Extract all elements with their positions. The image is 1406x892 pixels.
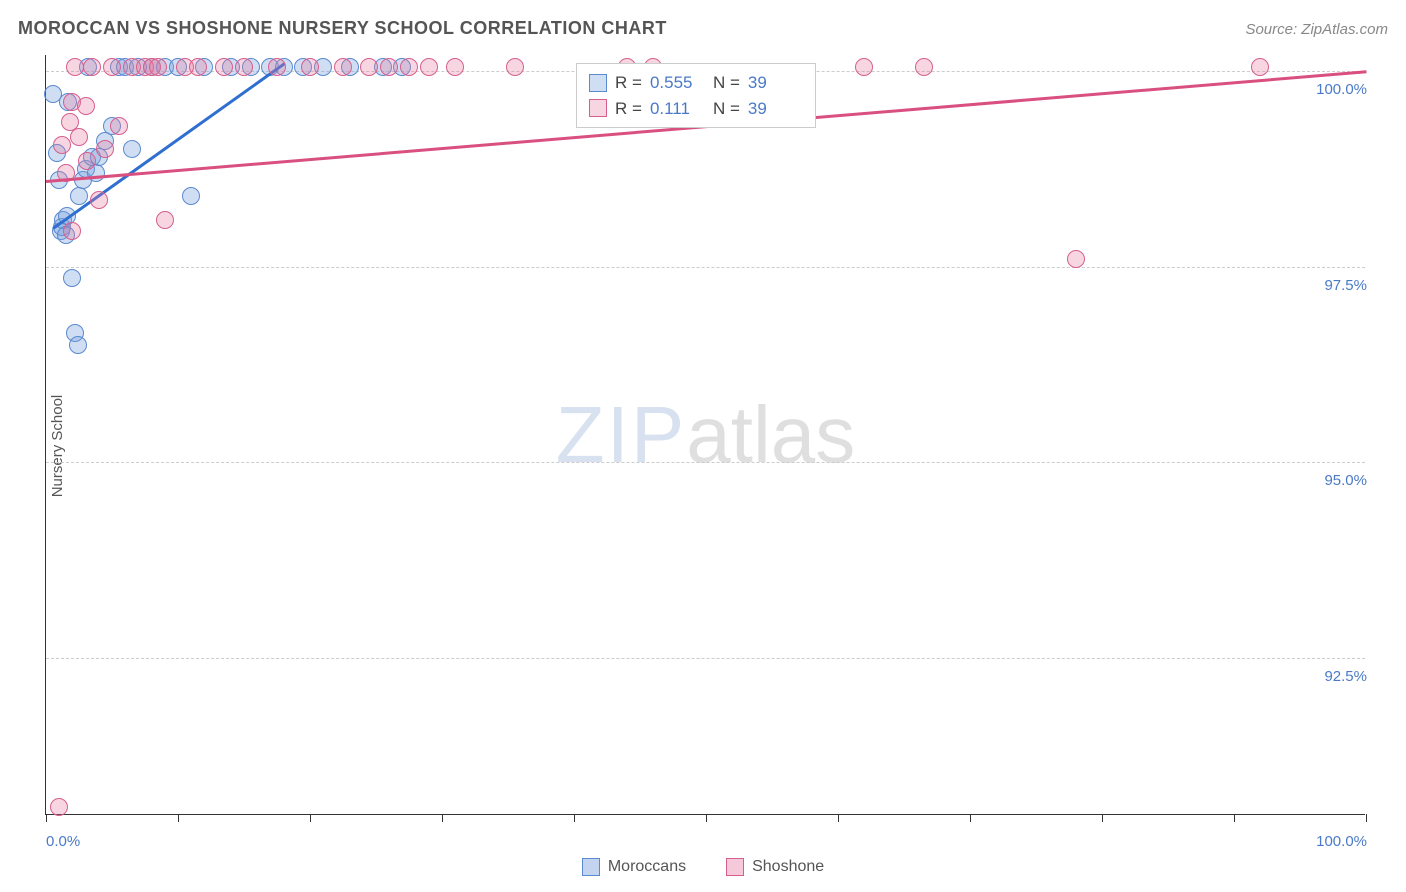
scatter-point <box>855 58 873 76</box>
scatter-point <box>156 211 174 229</box>
legend-N-label: N = <box>713 70 740 96</box>
scatter-point <box>70 128 88 146</box>
y-tick-label: 100.0% <box>1316 81 1367 98</box>
scatter-point <box>63 222 81 240</box>
chart-header: MOROCCAN VS SHOSHONE NURSERY SCHOOL CORR… <box>18 18 1388 39</box>
gridline-h <box>46 658 1365 659</box>
legend-bottom-label: Moroccans <box>608 858 686 876</box>
x-tick <box>1234 814 1235 822</box>
legend-swatch <box>726 858 744 876</box>
scatter-point <box>1251 58 1269 76</box>
scatter-point <box>189 58 207 76</box>
trend-line <box>52 63 284 230</box>
legend-inset: R = 0.555 N = 39 R = 0.111 N = 39 <box>576 63 816 128</box>
x-tick <box>310 814 311 822</box>
x-tick <box>178 814 179 822</box>
scatter-point <box>53 136 71 154</box>
scatter-point <box>103 58 121 76</box>
watermark-part1: ZIP <box>556 390 686 479</box>
scatter-point <box>268 58 286 76</box>
scatter-point <box>90 191 108 209</box>
watermark: ZIPatlas <box>556 389 855 481</box>
legend-R-label: R = <box>615 96 642 122</box>
legend-swatch <box>589 99 607 117</box>
watermark-part2: atlas <box>686 390 855 479</box>
x-tick <box>574 814 575 822</box>
legend-bottom-item: Shoshone <box>726 858 824 876</box>
legend-inset-row: R = 0.111 N = 39 <box>589 96 803 122</box>
x-tick-label: 100.0% <box>1316 833 1367 850</box>
legend-N-value: 39 <box>748 70 803 96</box>
scatter-point <box>96 140 114 158</box>
scatter-point <box>446 58 464 76</box>
gridline-h <box>46 462 1365 463</box>
gridline-h <box>46 267 1365 268</box>
scatter-point <box>182 187 200 205</box>
legend-bottom-item: Moroccans <box>582 858 686 876</box>
legend-inset-row: R = 0.555 N = 39 <box>589 70 803 96</box>
y-tick-label: 95.0% <box>1324 472 1367 489</box>
x-tick <box>46 814 47 822</box>
chart-title: MOROCCAN VS SHOSHONE NURSERY SCHOOL CORR… <box>18 18 667 39</box>
scatter-point <box>110 117 128 135</box>
scatter-point <box>334 58 352 76</box>
legend-swatch <box>589 74 607 92</box>
legend-N-label: N = <box>713 96 740 122</box>
legend-R-value: 0.555 <box>650 70 705 96</box>
x-tick <box>706 814 707 822</box>
y-tick-label: 92.5% <box>1324 668 1367 685</box>
legend-R-value: 0.111 <box>650 96 705 122</box>
scatter-point <box>1067 250 1085 268</box>
legend-R-label: R = <box>615 70 642 96</box>
plot-area: ZIPatlas 100.0%97.5%95.0%92.5%0.0%100.0%… <box>45 55 1365 815</box>
scatter-point <box>506 58 524 76</box>
scatter-point <box>400 58 418 76</box>
scatter-point <box>301 58 319 76</box>
legend-bottom-label: Shoshone <box>752 858 824 876</box>
scatter-point <box>50 798 68 816</box>
scatter-point <box>149 58 167 76</box>
scatter-point <box>69 336 87 354</box>
x-tick <box>970 814 971 822</box>
scatter-point <box>235 58 253 76</box>
scatter-point <box>66 58 84 76</box>
x-tick <box>838 814 839 822</box>
scatter-point <box>123 140 141 158</box>
chart-source: Source: ZipAtlas.com <box>1245 21 1388 38</box>
scatter-point <box>63 269 81 287</box>
x-tick <box>442 814 443 822</box>
legend-swatch <box>582 858 600 876</box>
scatter-point <box>83 58 101 76</box>
scatter-point <box>420 58 438 76</box>
legend-bottom: Moroccans Shoshone <box>0 858 1406 876</box>
scatter-point <box>915 58 933 76</box>
x-tick <box>1366 814 1367 822</box>
x-tick <box>1102 814 1103 822</box>
scatter-point <box>215 58 233 76</box>
scatter-point <box>380 58 398 76</box>
x-tick-label: 0.0% <box>46 833 80 850</box>
legend-N-value: 39 <box>748 96 803 122</box>
scatter-point <box>77 97 95 115</box>
y-tick-label: 97.5% <box>1324 277 1367 294</box>
chart-container: MOROCCAN VS SHOSHONE NURSERY SCHOOL CORR… <box>0 0 1406 892</box>
scatter-point <box>78 152 96 170</box>
scatter-point <box>360 58 378 76</box>
